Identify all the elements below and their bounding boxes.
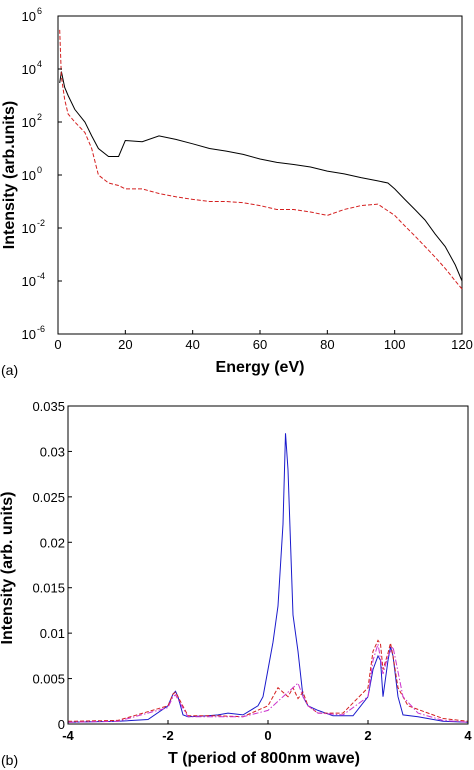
x-ticks-a: 0 20 40 60 80 100 120: [54, 330, 473, 352]
y-tick-label-b-3: 0.015: [32, 581, 65, 596]
y-tick-label-b-5: 0.025: [32, 490, 65, 505]
x-tick-label-a-4: 80: [320, 337, 334, 352]
x-tick-label-a-2: 40: [185, 337, 199, 352]
series-group-b: [67, 433, 469, 723]
chart-panel-b: -4 -2 0 2 4 0 0.005 0.01 0.015 0.02 0.025 0.03 0.03…: [0, 399, 472, 768]
y-tick-label-a-5: 10: [22, 62, 36, 77]
x-axis-label-a: Energy (eV): [216, 359, 305, 376]
x-tick-label-a-3: 60: [253, 337, 267, 352]
y-tick-label-a-1: 10: [22, 274, 36, 289]
x-tick-label-b-0: -4: [62, 728, 74, 743]
x-tick-label-a-6: 120: [451, 337, 473, 352]
y-tick-exponent-a-6: 6: [37, 6, 42, 16]
plot-area-b: [67, 405, 469, 725]
y-tick-label-b-1: 0.005: [32, 672, 65, 687]
y-tick-label-a-3: 10: [22, 168, 36, 183]
y-tick-exponent-a-3: 0: [37, 165, 42, 175]
y-tick-label-b-7: 0.035: [32, 399, 65, 414]
y-tick-label-a-4: 10: [22, 115, 36, 130]
panel-label-a: (a): [1, 362, 18, 378]
y-tick-label-a-6: 10: [22, 9, 36, 24]
y-tick-label-a-2: 10: [22, 221, 36, 236]
x-tick-label-b-3: 2: [364, 728, 371, 743]
x-tick-label-b-4: 4: [464, 728, 472, 743]
x-ticks-b: -4 -2 0 2 4: [62, 720, 472, 743]
x-tick-label-b-2: 0: [264, 728, 271, 743]
series-line-b-1: [67, 639, 469, 722]
y-tick-label-b-0: 0: [58, 717, 65, 732]
y-tick-label-b-6: 0.03: [40, 444, 65, 459]
y-tick-label-b-2: 0.01: [40, 626, 65, 641]
series-line-b-0: [67, 433, 469, 723]
y-tick-exponent-a-2: -2: [37, 218, 45, 228]
series-line-a-0: [59, 71, 463, 282]
series-line-b-2: [67, 643, 469, 723]
x-axis-label-b: T (period of 800nm wave): [168, 750, 360, 767]
x-tick-label-b-1: -2: [162, 728, 174, 743]
x-tick-label-a-0: 0: [54, 337, 61, 352]
panel-label-b: (b): [1, 752, 18, 768]
x-tick-label-a-1: 20: [118, 337, 132, 352]
series-line-a-1: [59, 29, 463, 290]
y-axis-label-b: Intensity (arb. units): [0, 492, 16, 645]
series-group-a: [59, 29, 463, 290]
y-tick-exponent-a-4: 2: [37, 112, 42, 122]
y-ticks-b: 0 0.005 0.01 0.015 0.02 0.025 0.03 0.035: [32, 399, 72, 732]
y-tick-exponent-a-5: 4: [37, 59, 42, 69]
y-tick-label-b-4: 0.02: [40, 535, 65, 550]
plot-area-a: [57, 15, 463, 335]
y-tick-exponent-a-0: -6: [37, 324, 45, 334]
y-tick-label-a-0: 10: [22, 327, 36, 342]
y-tick-exponent-a-1: -4: [37, 271, 45, 281]
x-tick-label-a-5: 100: [384, 337, 406, 352]
y-axis-label-a: Intensity (arb.units): [1, 101, 18, 249]
